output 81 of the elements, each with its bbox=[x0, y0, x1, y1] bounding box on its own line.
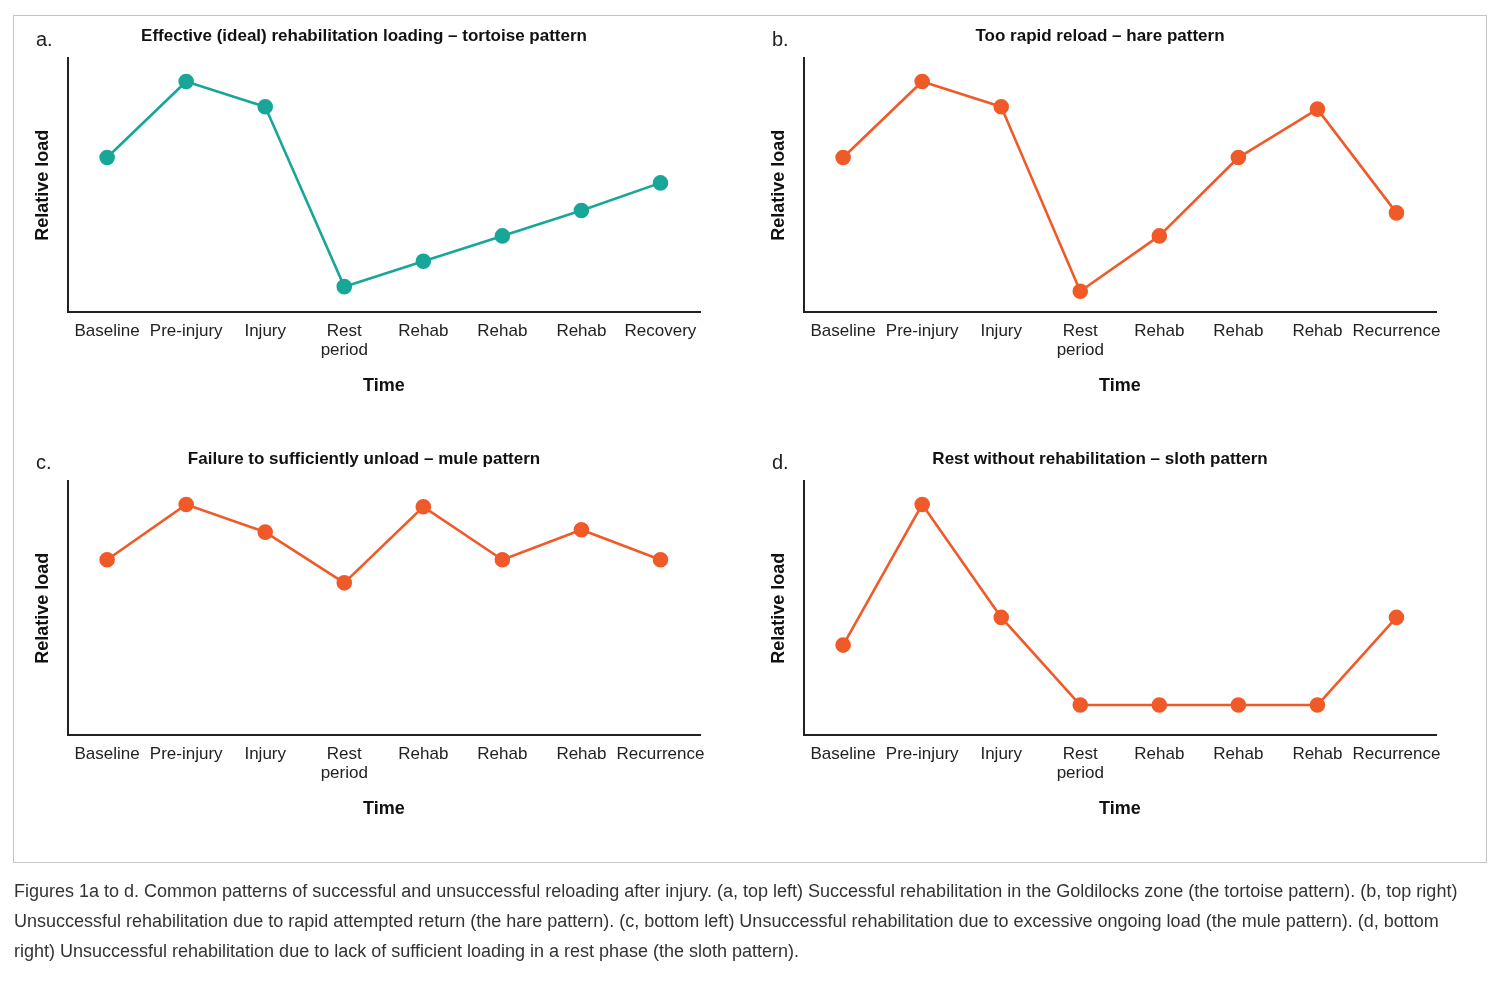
point bbox=[1230, 697, 1247, 713]
point bbox=[835, 637, 851, 653]
point bbox=[914, 73, 930, 90]
x-tick-label: Rehab bbox=[398, 321, 449, 341]
x-tick-label: Rehab bbox=[1292, 321, 1343, 341]
point bbox=[494, 228, 511, 244]
x-axis-title: Time bbox=[362, 798, 405, 819]
x-tick-label: Rest period bbox=[320, 744, 368, 782]
point bbox=[415, 253, 432, 270]
x-tick-label: Rehab bbox=[398, 744, 449, 764]
point bbox=[1388, 205, 1405, 221]
x-tick-label: Rehab bbox=[556, 321, 607, 341]
x-tick-label: Rehab bbox=[1134, 321, 1185, 341]
point bbox=[652, 551, 669, 568]
x-axis-title: Time bbox=[1098, 375, 1141, 396]
x-tick-label: Rehab bbox=[477, 744, 528, 764]
y-axis-title: Relative load bbox=[767, 552, 788, 664]
point bbox=[835, 149, 851, 166]
x-tick-label: Pre-injury bbox=[149, 321, 224, 341]
point bbox=[573, 202, 590, 219]
x-tick-label: Recurrence bbox=[1352, 321, 1441, 341]
x-tick-label: Rest period bbox=[1056, 744, 1104, 782]
point bbox=[1151, 697, 1168, 713]
point bbox=[494, 551, 511, 568]
x-tick-label: Rehab bbox=[477, 321, 528, 341]
x-tick-label: Recurrence bbox=[616, 744, 705, 764]
point bbox=[1309, 101, 1326, 117]
text: Figures 1a to d. Common patterns of successful and unsuccessful reloading after injury. (a, top left) Successful rehabilitation in the Goldilocks zone (the tortoise pattern). (b, top right) Unsuccessful rehabilitation due to rapid attempted return (the hare pattern). (c, bottom left) Unsuccessful rehabilitation due to excessive ongoing load (the mule pattern). (d, bottom right) Unsuccessful rehabilitation due to lack of sufficient loading in a rest phase (the sloth pattern). bbox=[14, 880, 1459, 963]
point bbox=[1072, 697, 1089, 713]
text: d. bbox=[772, 451, 789, 473]
x-tick-label: Baseline bbox=[74, 321, 140, 341]
point bbox=[573, 522, 590, 538]
x-tick-label: Rest period bbox=[320, 321, 368, 359]
point bbox=[415, 498, 432, 515]
y-axis-title: Relative load bbox=[31, 552, 52, 664]
x-tick-label: Pre-injury bbox=[885, 321, 960, 341]
x-axis-title: Time bbox=[362, 375, 405, 396]
chart-title: Rest without rehabilitation – sloth pattern bbox=[932, 448, 1268, 468]
x-tick-label: Pre-injury bbox=[149, 744, 224, 764]
x-tick-label: Rehab bbox=[1292, 744, 1343, 764]
point bbox=[257, 99, 274, 115]
point bbox=[1309, 697, 1326, 713]
x-tick-label: Injury bbox=[980, 321, 1023, 341]
text: c. bbox=[36, 451, 52, 473]
chart-title: Effective (ideal) rehabilitation loading – tortoise pattern bbox=[141, 25, 587, 45]
point bbox=[178, 73, 194, 90]
point bbox=[257, 524, 274, 540]
point bbox=[1072, 283, 1089, 300]
point bbox=[1151, 228, 1168, 244]
x-tick-label: Rest period bbox=[1056, 321, 1104, 359]
chart-title: Failure to sufficiently unload – mule pattern bbox=[187, 448, 541, 468]
x-tick-label: Injury bbox=[244, 321, 287, 341]
chart-title: Too rapid reload – hare pattern bbox=[975, 25, 1225, 45]
point bbox=[178, 496, 194, 513]
x-tick-label: Pre-injury bbox=[885, 744, 960, 764]
x-tick-label: Rehab bbox=[1213, 321, 1264, 341]
x-tick-label: Injury bbox=[980, 744, 1023, 764]
x-axis-title: Time bbox=[1098, 798, 1141, 819]
y-axis-title: Relative load bbox=[767, 129, 788, 241]
x-tick-label: Rehab bbox=[1134, 744, 1185, 764]
y-axis-title: Relative load bbox=[31, 129, 52, 241]
x-tick-label: Baseline bbox=[74, 744, 140, 764]
point bbox=[993, 609, 1010, 626]
x-tick-label: Recovery bbox=[624, 321, 697, 341]
point bbox=[1388, 609, 1405, 626]
x-tick-label: Rehab bbox=[1213, 744, 1264, 764]
text: a. bbox=[36, 28, 53, 50]
point bbox=[914, 496, 930, 513]
point bbox=[993, 99, 1010, 115]
point bbox=[652, 175, 669, 191]
x-tick-label: Injury bbox=[244, 744, 287, 764]
x-tick-label: Rehab bbox=[556, 744, 607, 764]
point bbox=[99, 149, 115, 166]
point bbox=[1230, 149, 1247, 166]
x-tick-label: Baseline bbox=[810, 744, 876, 764]
point bbox=[99, 551, 115, 568]
point bbox=[336, 278, 353, 295]
point bbox=[336, 575, 353, 591]
x-tick-label: Baseline bbox=[810, 321, 876, 341]
text: b. bbox=[772, 28, 789, 50]
x-tick-label: Recurrence bbox=[1352, 744, 1441, 764]
